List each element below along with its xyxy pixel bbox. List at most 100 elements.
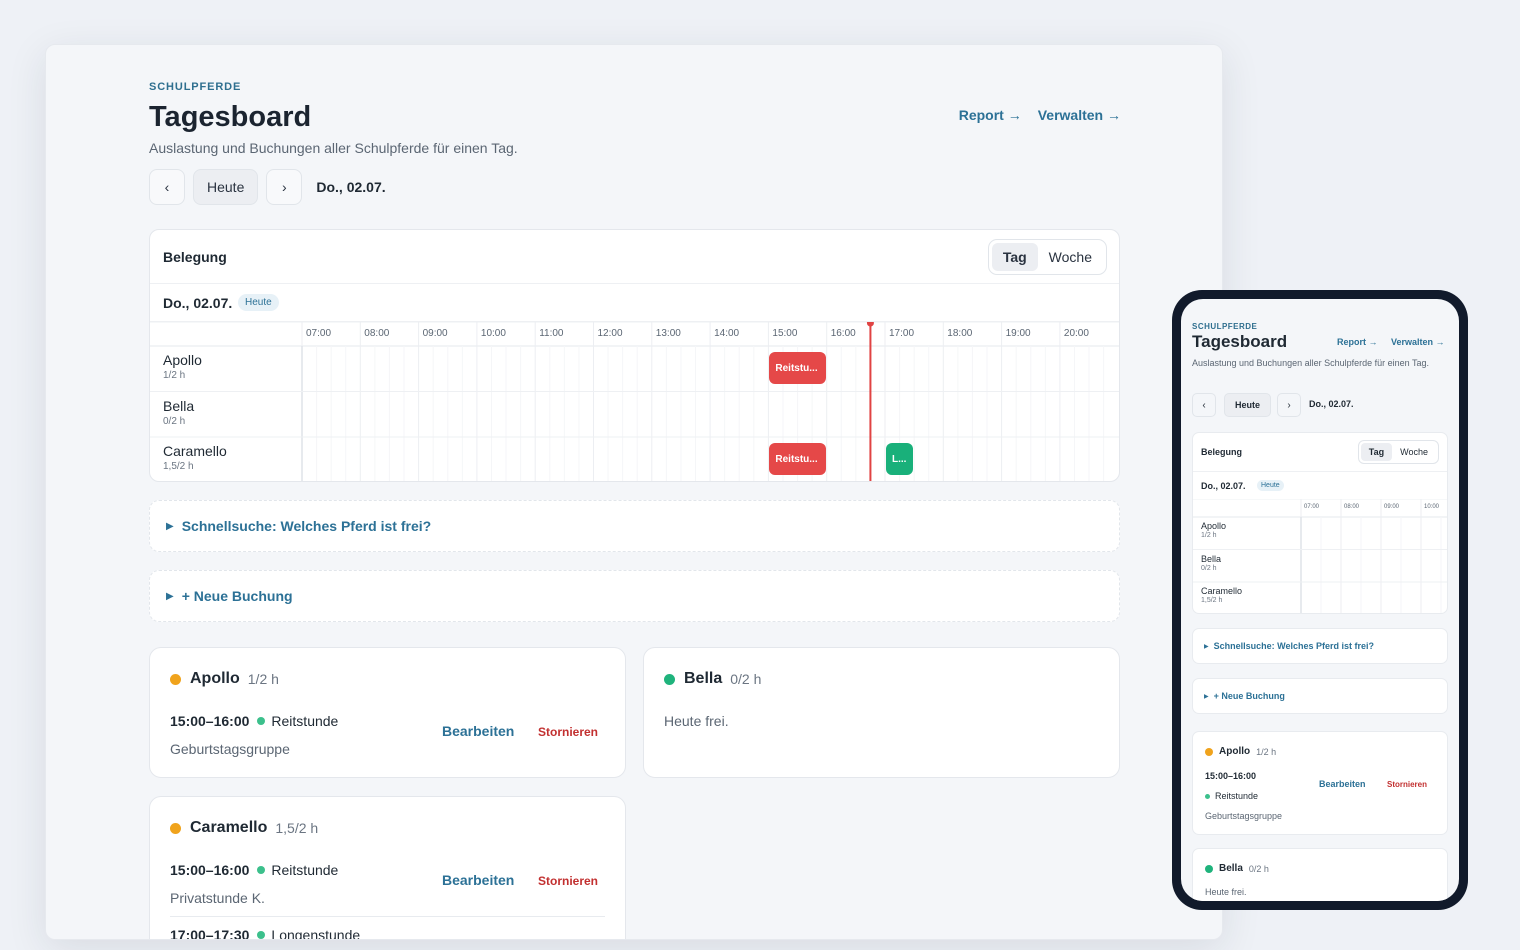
page-title: Tagesboard — [1192, 332, 1288, 351]
card-header: Bella 0/2 h — [1205, 863, 1269, 874]
row-label-bella: Bella 0/2 h — [163, 398, 194, 427]
slot-type: Reitstunde — [271, 713, 339, 729]
timeline-lines — [150, 322, 1119, 481]
manage-link[interactable]: Verwalten → — [1391, 337, 1445, 347]
board-header: Belegung Tag Woche — [150, 230, 1119, 284]
page-eyebrow: SCHULPFERDE — [1192, 322, 1258, 331]
hour-tick-label: 15:00 — [772, 328, 798, 339]
horse-card-apollo: Apollo 1/2 h 15:00–16:00 Reitstunde Gebu… — [149, 647, 626, 778]
today-button[interactable]: Heute — [1224, 393, 1271, 417]
horse-name: Apollo — [163, 352, 202, 368]
newbooking-expander[interactable]: ▶ + Neue Buchung — [1192, 678, 1448, 714]
horse-hours: 0/2 h — [730, 671, 762, 687]
horse-card-caramello: Caramello 1,5/2 h 15:00–16:00 Reitstunde… — [149, 796, 626, 940]
slot-type: Reitstunde — [1215, 791, 1259, 801]
chevron-right-icon: › — [282, 179, 287, 195]
date-navigation: ‹ Heute › Do., 02.07. — [149, 169, 386, 205]
slot-time: 17:00–17:30 — [170, 927, 250, 940]
hour-tick-label: 13:00 — [655, 328, 681, 339]
hour-tick-label: 12:00 — [597, 328, 623, 339]
edit-button[interactable]: Bearbeiten — [442, 723, 515, 739]
newbooking-expander[interactable]: ▶ + Neue Buchung — [149, 570, 1120, 622]
page-eyebrow: SCHULPFERDE — [149, 81, 242, 93]
hour-tick-label: 10:00 — [1424, 504, 1440, 510]
row-label-apollo: Apollo 1/2 h — [1201, 521, 1226, 539]
booking-slot: Reitstunde — [1205, 791, 1258, 801]
cancel-button[interactable]: Stornieren — [538, 874, 599, 888]
horse-name: Bella — [163, 397, 195, 414]
booking-block[interactable]: Reitstu... — [769, 352, 826, 384]
prev-day-button[interactable]: ‹ — [1192, 393, 1216, 417]
free-text: Heute frei. — [664, 713, 729, 729]
horse-name: Caramello — [163, 443, 227, 459]
horse-hours: 0/2 h — [163, 415, 186, 427]
horse-name: Bella — [1219, 863, 1243, 874]
row-label-caramello: Caramello 1,5/2 h — [1201, 586, 1242, 604]
header-links: Report → Verwalten → — [959, 107, 1121, 123]
slot-type: Reitstunde — [271, 862, 339, 878]
occupancy-board: Belegung Tag Woche Do., 02.07. Heute 07:… — [1192, 432, 1448, 614]
hour-tick-label: 08:00 — [364, 328, 390, 339]
slot-time: 15:00–16:00 — [1205, 771, 1257, 781]
edit-button[interactable]: Bearbeiten — [1319, 779, 1366, 789]
slot-time: 15:00–16:00 — [170, 862, 250, 878]
horse-name: Caramello — [1201, 586, 1243, 596]
hour-tick-label: 20:00 — [1063, 328, 1089, 339]
hour-tick-label: 07:00 — [1304, 504, 1320, 510]
view-toggle: Tag Woche — [987, 239, 1107, 275]
hour-tick-label: 16:00 — [830, 328, 856, 339]
slot-note: Geburtstagsgruppe — [1205, 811, 1283, 821]
status-dot-icon — [170, 822, 181, 834]
now-marker — [866, 322, 874, 327]
hour-tick-label: 07:00 — [306, 328, 332, 339]
row-label-bella: Bella 0/2 h — [1201, 554, 1221, 572]
divider — [170, 916, 605, 917]
booking-block[interactable]: Reitstu... — [769, 443, 826, 475]
desktop-window: SCHULPFERDE Tagesboard Auslastung und Bu… — [45, 44, 1223, 940]
next-day-button[interactable]: › — [1277, 393, 1301, 417]
horse-hours: 1,5/2 h — [163, 461, 194, 472]
today-button[interactable]: Heute — [193, 169, 259, 205]
horse-card-apollo: Apollo 1/2 h 15:00–16:00 Reitstunde Gebu… — [1192, 731, 1448, 835]
chevron-left-icon: ‹ — [164, 179, 170, 195]
slot-note: Geburtstagsgruppe — [170, 741, 290, 757]
booking-slot: 15:00–16:00 Reitstunde — [170, 713, 338, 729]
quicksearch-label: Schnellsuche: Welches Pferd ist frei? — [1213, 641, 1375, 651]
type-dot-icon — [257, 931, 266, 939]
occupancy-board: Belegung Tag Woche Do., 02.07. Heute 07:… — [149, 229, 1120, 482]
view-day-button[interactable]: Tag — [1360, 443, 1393, 461]
horse-name: Caramello — [190, 819, 268, 836]
hour-tick-label: 14:00 — [714, 328, 740, 339]
prev-day-button[interactable]: ‹ — [149, 169, 185, 205]
horse-hours: 1/2 h — [1201, 532, 1217, 539]
status-dot-icon — [170, 673, 181, 685]
quicksearch-expander[interactable]: ▶ Schnellsuche: Welches Pferd ist frei? — [1192, 628, 1448, 664]
view-week-button[interactable]: Woche — [1400, 447, 1428, 457]
quicksearch-expander[interactable]: ▶ Schnellsuche: Welches Pferd ist frei? — [149, 500, 1120, 552]
triangle-right-icon: ▶ — [1204, 643, 1209, 650]
horse-name: Bella — [684, 670, 723, 687]
cancel-button[interactable]: Stornieren — [538, 725, 599, 739]
triangle-right-icon: ▶ — [1204, 693, 1209, 700]
manage-link[interactable]: Verwalten → — [1037, 107, 1121, 123]
booking-block[interactable]: L... — [886, 443, 914, 475]
horse-name: Apollo — [190, 670, 240, 687]
horse-name: Bella — [1201, 553, 1222, 564]
edit-button[interactable]: Bearbeiten — [442, 872, 515, 888]
today-badge: Heute — [1257, 480, 1284, 491]
timeline-grid: 07:00 08:00 09:00 10:00 Apollo 1/2 h Bella 0/2 … — [1193, 499, 1447, 613]
day-label: Do., 02.07. — [1201, 481, 1246, 491]
view-day-button[interactable]: Tag — [991, 243, 1038, 271]
phone-frame: SCHULPFERDE Tagesboard Report → Verwalte… — [1172, 290, 1468, 910]
report-link[interactable]: Report → — [1337, 337, 1378, 347]
view-week-button[interactable]: Woche — [1048, 249, 1092, 265]
phone-screen: SCHULPFERDE Tagesboard Report → Verwalte… — [1181, 299, 1459, 901]
view-toggle: Tag Woche — [1357, 440, 1439, 464]
card-header: Bella 0/2 h — [664, 670, 761, 688]
board-title: Belegung — [1201, 447, 1243, 457]
today-badge: Heute — [238, 294, 279, 311]
next-day-button[interactable]: › — [266, 169, 303, 205]
report-link[interactable]: Report → — [958, 107, 1022, 123]
newbooking-label: + Neue Buchung — [181, 588, 293, 604]
cancel-button[interactable]: Stornieren — [1387, 780, 1428, 789]
